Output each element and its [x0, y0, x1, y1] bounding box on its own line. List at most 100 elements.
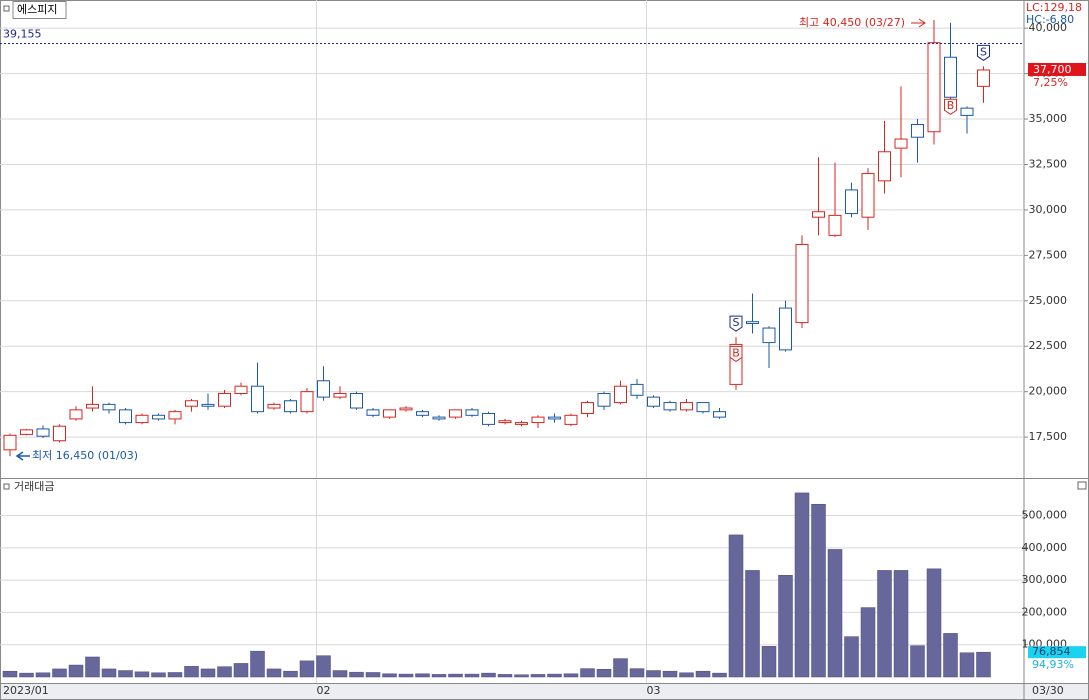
candle-body [3, 434, 17, 451]
candle-body [267, 403, 281, 409]
candle-body [449, 409, 462, 418]
y-tick-label: 300,000 [1022, 573, 1068, 586]
y-tick-label: 25,000 [1029, 294, 1068, 307]
candle-body [795, 243, 809, 324]
bar [646, 670, 661, 678]
candle-body [746, 321, 759, 325]
y-tick-label: 200,000 [1022, 605, 1068, 618]
bar [827, 549, 843, 678]
bar [679, 672, 694, 678]
y-tick-label: 20,000 [1029, 385, 1068, 398]
candle-body [597, 392, 611, 407]
candle-body [333, 392, 347, 398]
bar [778, 575, 793, 678]
bar [2, 670, 18, 678]
y-tick-label: 32,500 [1029, 157, 1068, 170]
bar [200, 668, 216, 678]
candle-body [960, 107, 974, 116]
candle-body [20, 429, 33, 435]
hc-label: HC:-6,80 [1026, 13, 1074, 26]
bar [35, 672, 51, 678]
cursor-date: 03/30 [1032, 684, 1064, 697]
last-price-label: 37,700 [1033, 63, 1072, 76]
bar [398, 673, 414, 678]
candle-body [102, 403, 116, 411]
candle-body [498, 420, 512, 424]
candle-body [696, 402, 710, 413]
bar [415, 673, 430, 678]
signal-label: S [733, 316, 740, 329]
change-label: 7,25% [1033, 76, 1068, 89]
bar [860, 607, 876, 678]
bar [893, 570, 909, 678]
candle-body [531, 416, 545, 424]
bar [943, 633, 958, 678]
candle-body [894, 138, 908, 149]
low-annotation: 최저 16,450 (01/03) [32, 449, 138, 462]
chart-title: 에스피지 [17, 3, 57, 16]
bar [695, 670, 711, 678]
bar [167, 672, 183, 678]
bar [151, 672, 166, 678]
candle-body [317, 380, 330, 398]
candle-body [762, 327, 776, 344]
candle-body [911, 123, 924, 138]
bar [365, 672, 381, 678]
candle-body [663, 402, 677, 411]
candle-body [482, 412, 495, 425]
bar [596, 668, 612, 678]
bar [349, 671, 364, 678]
candle-body [366, 409, 380, 416]
bar [19, 672, 34, 678]
x-tick-label: 2023/01 [3, 684, 49, 697]
bar [118, 670, 133, 678]
candle-body [944, 56, 957, 98]
candle-body [152, 414, 165, 420]
bar [299, 660, 315, 678]
signal-marker [977, 44, 990, 61]
bar [52, 668, 67, 678]
lc-label: LC:129,18 [1026, 1, 1082, 14]
signal-label: B [947, 99, 955, 112]
y-tick-label: 17,500 [1029, 430, 1068, 443]
volume-title: 거래대금 [14, 480, 54, 493]
high-arrow [911, 18, 926, 28]
candle-body [284, 400, 297, 413]
candle-body [828, 214, 842, 236]
bar [431, 674, 447, 678]
bar [514, 674, 529, 678]
bar [712, 672, 727, 678]
candle-body [630, 383, 644, 396]
signal-marker [944, 98, 957, 115]
y-tick-label: 30,000 [1029, 203, 1068, 216]
candle-body [416, 411, 429, 416]
candle-body [977, 69, 990, 87]
candle-body [168, 411, 182, 420]
bar [497, 674, 513, 678]
candle-body [383, 409, 396, 418]
candle-body [548, 416, 561, 420]
last-value-label: 76,854 [1032, 645, 1071, 658]
marks: S B B S [2, 19, 991, 678]
bar [448, 673, 463, 678]
axis-area [1024, 0, 1089, 700]
candle-body [581, 402, 594, 414]
bar [464, 673, 480, 678]
candle-body [680, 402, 693, 411]
candle-body [927, 42, 941, 133]
bar [580, 668, 595, 678]
candle-body [218, 392, 231, 407]
bar [811, 503, 826, 678]
grid [0, 0, 1024, 683]
bar [926, 568, 942, 678]
x-tick-label: 03 [647, 684, 661, 697]
bar [976, 651, 991, 678]
low-arrow [15, 451, 30, 461]
bar [728, 534, 744, 678]
y-tick-label: 35,000 [1029, 112, 1068, 125]
bar [877, 570, 892, 678]
panel-button[interactable] [1077, 481, 1087, 490]
candle-body [779, 307, 792, 351]
signal-label: B [732, 346, 740, 359]
